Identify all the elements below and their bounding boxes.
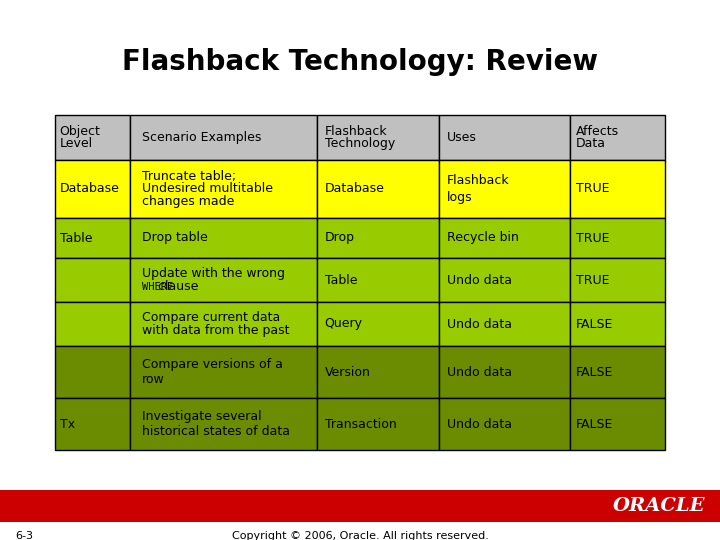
Text: Level: Level	[60, 137, 93, 150]
Text: Undo data: Undo data	[446, 417, 512, 430]
Bar	[55, 115, 130, 160]
Text: Flashback: Flashback	[446, 174, 509, 187]
Bar	[570, 115, 665, 160]
Bar	[318, 346, 438, 398]
Bar	[438, 218, 570, 258]
Bar	[570, 160, 665, 218]
Text: Affects: Affects	[575, 125, 618, 138]
Bar	[438, 302, 570, 346]
Text: TRUE: TRUE	[575, 273, 609, 287]
Text: FALSE: FALSE	[575, 318, 613, 330]
Bar	[318, 302, 438, 346]
Text: Drop: Drop	[325, 232, 355, 245]
Bar	[0, 490, 720, 522]
Bar	[570, 302, 665, 346]
Bar	[438, 160, 570, 218]
Bar	[130, 346, 318, 398]
Text: Query: Query	[325, 318, 363, 330]
Text: Tx: Tx	[60, 417, 75, 430]
Bar	[318, 115, 438, 160]
Text: TRUE: TRUE	[575, 232, 609, 245]
Text: historical states of data: historical states of data	[142, 425, 289, 438]
Text: 6-3: 6-3	[15, 531, 33, 540]
Text: Database: Database	[325, 183, 384, 195]
Text: TRUE: TRUE	[575, 183, 609, 195]
Bar	[438, 346, 570, 398]
Text: WHERE: WHERE	[142, 281, 173, 292]
Bar	[55, 258, 130, 302]
Text: Undo data: Undo data	[446, 273, 512, 287]
Bar	[130, 160, 318, 218]
Bar	[570, 218, 665, 258]
Text: clause: clause	[154, 280, 199, 293]
Text: Flashback: Flashback	[325, 125, 387, 138]
Text: FALSE: FALSE	[575, 366, 613, 379]
Text: ORACLE: ORACLE	[613, 497, 705, 515]
Bar	[55, 160, 130, 218]
Bar	[55, 346, 130, 398]
Text: Object: Object	[60, 125, 100, 138]
Text: Transaction: Transaction	[325, 417, 397, 430]
Text: FALSE: FALSE	[575, 417, 613, 430]
Text: changes made: changes made	[142, 195, 234, 208]
Text: Compare versions of a: Compare versions of a	[142, 358, 282, 371]
Text: Technology: Technology	[325, 137, 395, 150]
Bar	[130, 398, 318, 450]
Text: Undesired multitable: Undesired multitable	[142, 183, 273, 195]
Text: Compare current data: Compare current data	[142, 311, 280, 324]
Bar	[438, 258, 570, 302]
Text: Version: Version	[325, 366, 371, 379]
Bar	[318, 160, 438, 218]
Bar	[318, 258, 438, 302]
Text: Drop table: Drop table	[142, 232, 207, 245]
Bar	[570, 398, 665, 450]
Text: Flashback Technology: Review: Flashback Technology: Review	[122, 48, 598, 76]
Bar	[570, 346, 665, 398]
Text: Scenario Examples: Scenario Examples	[142, 131, 261, 144]
Text: Data: Data	[575, 137, 606, 150]
Bar	[130, 258, 318, 302]
Bar	[130, 302, 318, 346]
Text: Database: Database	[60, 183, 120, 195]
Text: logs: logs	[446, 191, 472, 204]
Text: Copyright © 2006, Oracle. All rights reserved.: Copyright © 2006, Oracle. All rights res…	[232, 531, 488, 540]
Text: Undo data: Undo data	[446, 318, 512, 330]
Bar	[55, 398, 130, 450]
Bar	[570, 258, 665, 302]
Text: Recycle bin: Recycle bin	[446, 232, 518, 245]
Bar	[130, 115, 318, 160]
Text: Investigate several: Investigate several	[142, 410, 261, 423]
Text: Truncate table;: Truncate table;	[142, 170, 235, 183]
Bar	[55, 218, 130, 258]
Text: Uses: Uses	[446, 131, 477, 144]
Text: Table: Table	[325, 273, 357, 287]
Bar	[318, 398, 438, 450]
Text: with data from the past: with data from the past	[142, 324, 289, 337]
Bar	[55, 302, 130, 346]
Text: Update with the wrong: Update with the wrong	[142, 267, 284, 280]
Text: row: row	[142, 373, 164, 386]
Text: Table: Table	[60, 232, 92, 245]
Bar	[130, 218, 318, 258]
Bar	[318, 218, 438, 258]
Text: Undo data: Undo data	[446, 366, 512, 379]
Bar	[438, 398, 570, 450]
Bar	[438, 115, 570, 160]
